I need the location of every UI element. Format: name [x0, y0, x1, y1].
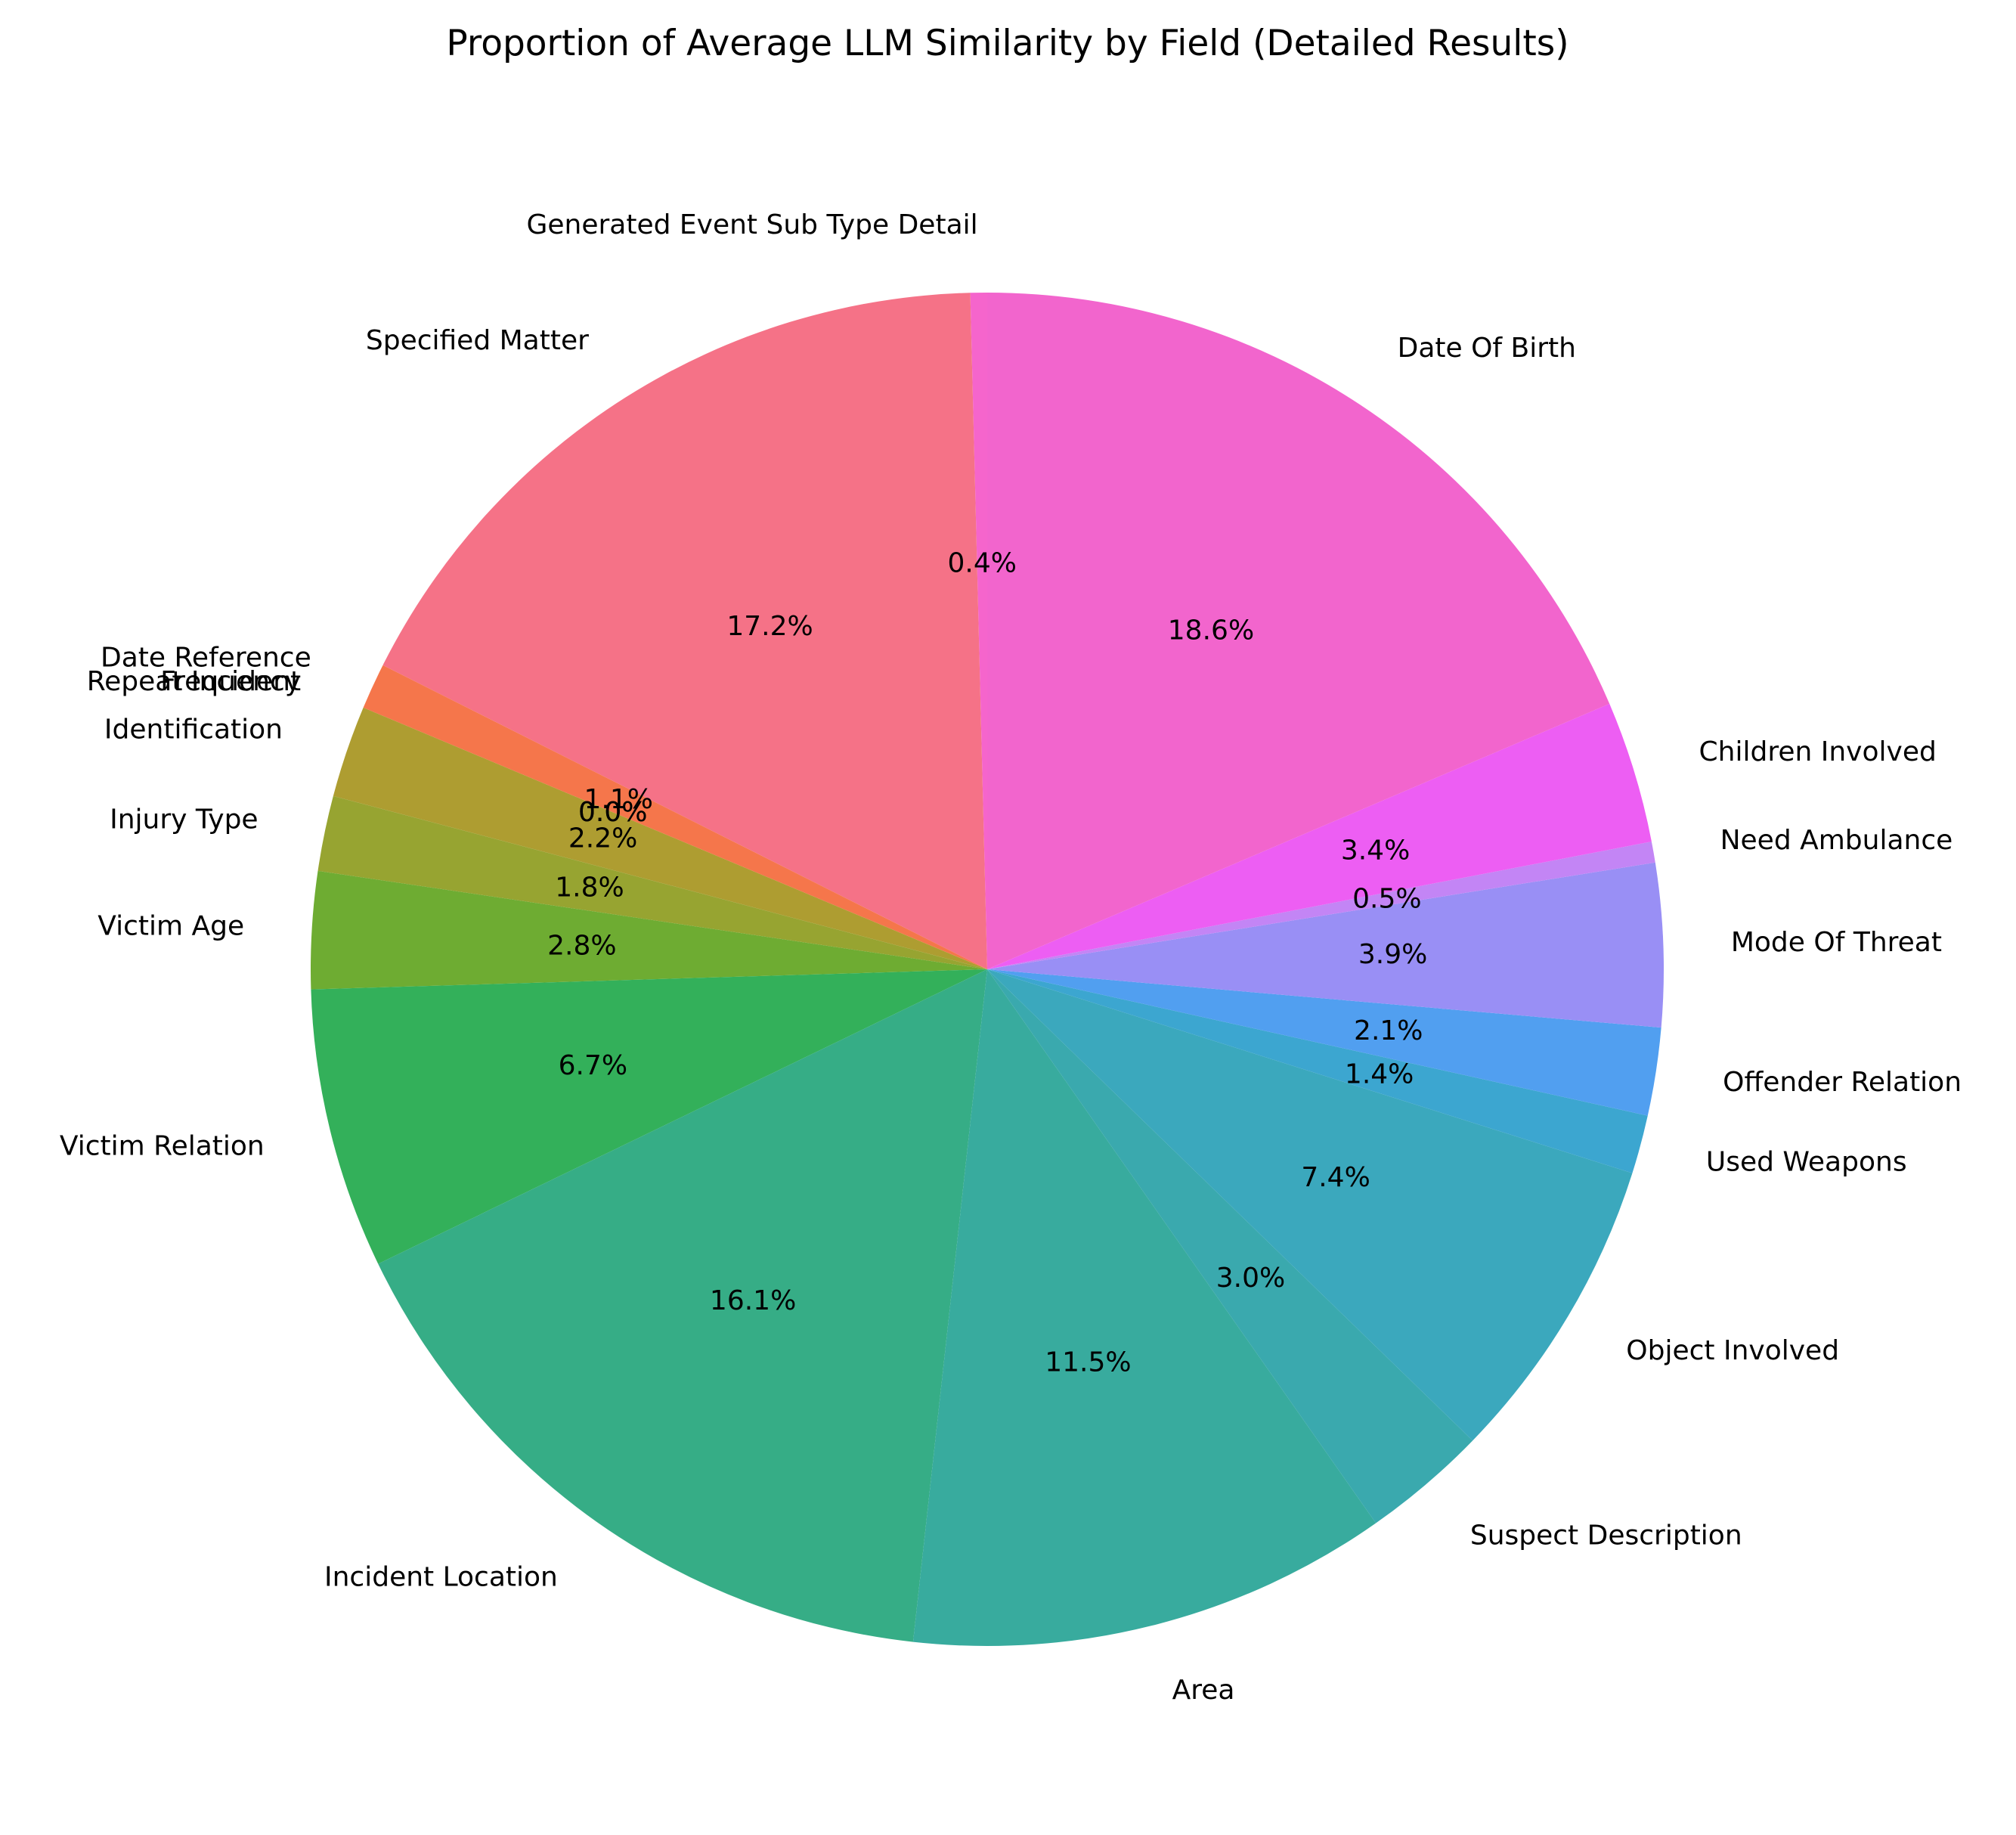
pie-slice-injury-type	[317, 795, 987, 969]
pie-percent-label-victim-age: 2.8%	[547, 930, 616, 961]
pie-percent-label-frequency: 0.0%	[578, 797, 647, 828]
pie-slice-generated-event-sub-type-detail	[970, 293, 987, 969]
pie-percent-label-incident-location: 16.1%	[710, 1285, 796, 1316]
pie-category-label-generated-event-sub-type-detail: Generated Event Sub Type Detail	[526, 209, 977, 240]
pie-category-label-offender-relation: Offender Relation	[1723, 1067, 1962, 1098]
pie-percent-label-date-of-birth: 18.6%	[1168, 615, 1254, 646]
pie-category-label-object-involved: Object Involved	[1626, 1335, 1839, 1366]
pie-slices	[310, 293, 1664, 1647]
pie-percent-label-children-involved: 3.4%	[1341, 835, 1410, 866]
pie-percent-label-suspect-description: 3.0%	[1216, 1263, 1285, 1294]
pie-category-label-injury-type: Injury Type	[110, 804, 259, 835]
pie-percent-label-specified-matter: 17.2%	[726, 611, 813, 642]
pie-category-label-victim-relation: Victim Relation	[60, 1131, 265, 1162]
pie-percent-label-area: 11.5%	[1045, 1347, 1131, 1378]
pie-slice-date-reference	[363, 665, 987, 969]
pie-category-label-area: Area	[1172, 1675, 1235, 1706]
pie-category-label-mode-of-threat: Mode Of Threat	[1731, 927, 1942, 958]
pie-category-label-need-ambulance: Need Ambulance	[1720, 825, 1953, 856]
pie-percent-label-repeat-incident: 0.0%	[578, 797, 647, 828]
pie-category-label-specified-matter: Specified Matter	[366, 325, 589, 356]
pie-slice-object-involved	[987, 969, 1633, 1441]
pie-percent-label-victim-relation: 6.7%	[559, 1050, 627, 1081]
chart-title: Proportion of Average LLM Similarity by …	[446, 23, 1569, 64]
pie-category-label-date-of-birth: Date Of Birth	[1398, 333, 1576, 364]
pie-slice-used-weapons	[987, 969, 1648, 1173]
pie-slice-identification	[333, 707, 987, 969]
pie-category-label-children-involved: Children Involved	[1699, 736, 1937, 767]
pie-slice-children-involved	[987, 703, 1652, 969]
pie-percent-label-offender-relation: 2.1%	[1354, 1015, 1423, 1046]
pie-slice-incident-location	[378, 969, 987, 1642]
pie-category-labels: Generated Event Sub Type Detail Specified…	[60, 209, 1962, 1706]
pie-slice-victim-age	[310, 870, 987, 990]
pie-slice-suspect-description	[987, 969, 1473, 1523]
pie-slice-date-of-birth	[987, 293, 1610, 969]
pie-slice-victim-relation	[311, 969, 987, 1264]
pie-category-label-suspect-description: Suspect Description	[1470, 1520, 1742, 1551]
pie-slice-mode-of-threat	[987, 862, 1664, 1028]
pie-percent-label-mode-of-threat: 3.9%	[1358, 939, 1427, 970]
pie-percent-label-identification: 2.2%	[568, 823, 637, 854]
pie-percent-labels: 0.4%17.2%1.1%0.0%0.0%2.2%1.8%2.8%6.7%16.…	[547, 548, 1427, 1378]
pie-category-label-identification: Identification	[104, 714, 283, 745]
pie-percent-label-date-reference: 1.1%	[584, 784, 652, 815]
pie-percent-label-injury-type: 1.8%	[555, 873, 624, 904]
pie-category-label-incident-location: Incident Location	[324, 1562, 558, 1593]
pie-slice-specified-matter	[382, 293, 987, 969]
pie-slice-area	[912, 969, 1377, 1647]
pie-slice-offender-relation	[987, 969, 1661, 1116]
pie-slice-need-ambulance	[987, 842, 1655, 969]
pie-category-label-frequency: Frequency	[160, 666, 301, 697]
pie-category-label-used-weapons: Used Weapons	[1706, 1147, 1907, 1178]
pie-category-label-victim-age: Victim Age	[98, 910, 244, 941]
pie-percent-label-object-involved: 7.4%	[1301, 1162, 1370, 1193]
pie-percent-label-used-weapons: 1.4%	[1345, 1059, 1414, 1090]
pie-category-label-date-reference: Date Reference	[101, 643, 311, 674]
pie-category-label-repeat-incident: Repeat Incident	[87, 666, 301, 697]
pie-percent-label-generated-event-sub-type-detail: 0.4%	[948, 548, 1017, 579]
pie-percent-label-need-ambulance: 0.5%	[1352, 883, 1421, 914]
